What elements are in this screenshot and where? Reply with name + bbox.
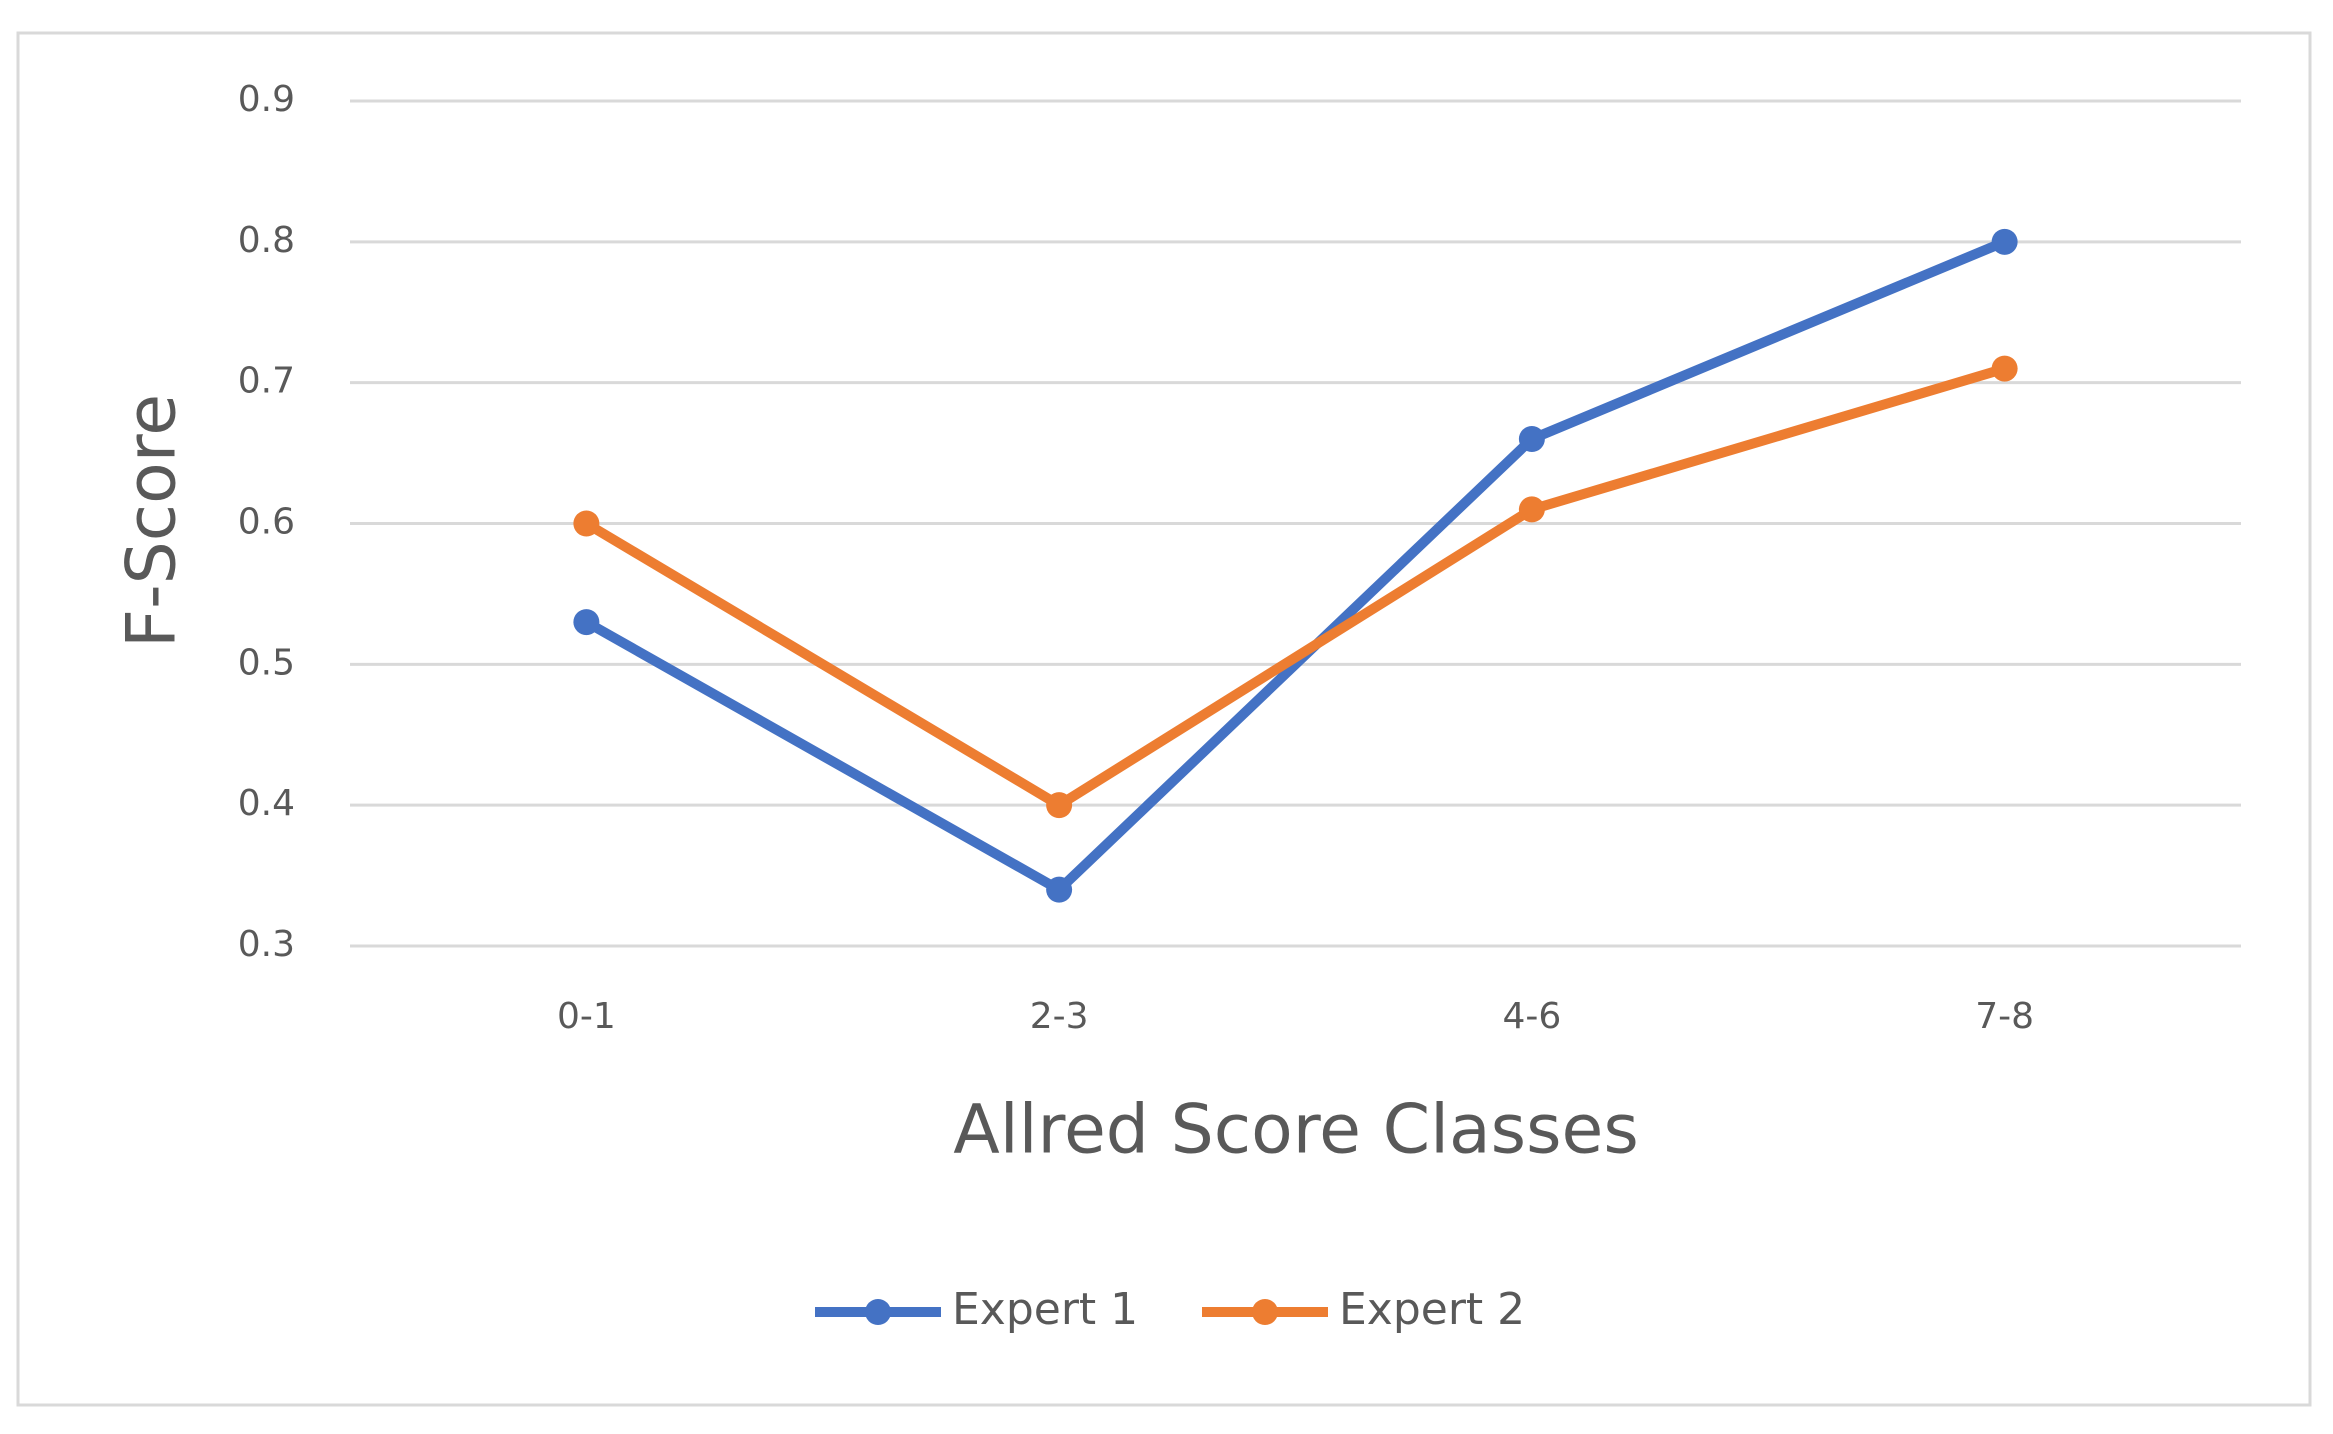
x-tick-label: 7-8 [1975, 996, 2034, 1037]
data-point [1991, 228, 2018, 255]
y-tick-label: 0.9 [238, 79, 295, 120]
y-tick-label: 0.3 [238, 924, 295, 965]
legend-label: Expert 2 [1339, 1284, 1525, 1335]
data-point [1046, 792, 1073, 819]
data-point [1518, 426, 1545, 452]
x-axis-title: Allred Score Classes [953, 1091, 1639, 1170]
data-point [1518, 496, 1545, 523]
y-tick-label: 0.4 [238, 783, 295, 824]
x-tick-label: 2-3 [1030, 996, 1089, 1037]
legend-marker [865, 1299, 891, 1325]
data-point [1046, 876, 1073, 903]
series-line [581, 236, 2010, 895]
y-axis-title: F-Score [113, 394, 192, 648]
series-line [581, 363, 2010, 811]
x-tick-label: 4-6 [1502, 996, 1561, 1037]
x-tick-label: 0-1 [557, 996, 616, 1037]
chart-border [16, 31, 2312, 1407]
legend-label: Expert 1 [952, 1284, 1138, 1335]
legend-marker [1252, 1299, 1278, 1325]
y-tick-label: 0.6 [238, 502, 295, 543]
y-tick-label: 0.5 [238, 642, 295, 683]
data-point [573, 609, 600, 636]
y-tick-label: 0.7 [238, 361, 295, 402]
data-point [1991, 355, 2018, 382]
data-point [573, 510, 600, 537]
y-tick-label: 0.8 [238, 220, 295, 261]
